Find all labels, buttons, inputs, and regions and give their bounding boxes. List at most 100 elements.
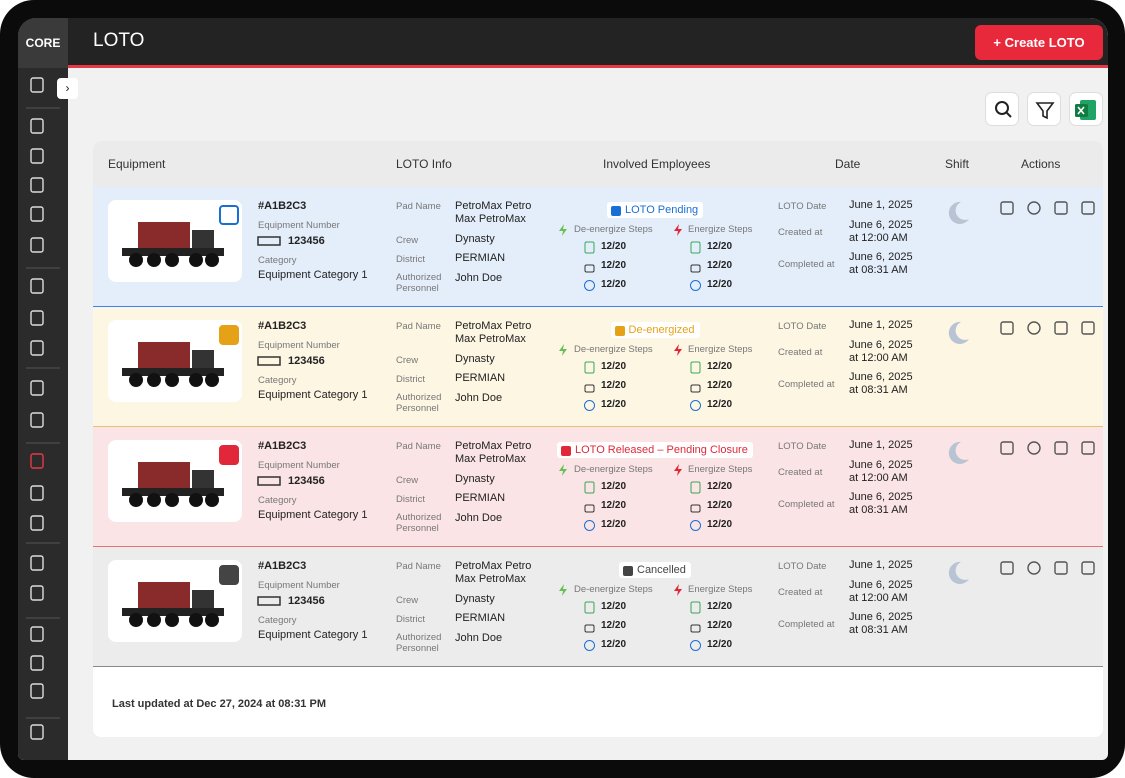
bolt-icon — [559, 464, 567, 476]
truck-icon-body — [257, 476, 281, 486]
action-icon[interactable] — [1026, 560, 1042, 576]
equipment-id: #A1B2C3 — [258, 200, 307, 212]
completed-at: June 6, 2025 at 08:31 AM — [849, 251, 913, 276]
action-icon[interactable] — [1026, 200, 1042, 216]
column-header: Date — [835, 157, 861, 171]
step-icon — [584, 640, 595, 651]
truck-wheel — [189, 373, 203, 387]
crew: Dynasty — [455, 233, 495, 245]
truck-wheel — [129, 373, 143, 387]
truck-chassis — [122, 608, 224, 616]
label: Energize Steps — [688, 464, 753, 475]
nav-icon — [30, 724, 44, 740]
action-icon[interactable] — [999, 560, 1015, 576]
bolt — [559, 464, 567, 476]
equipment-id: #A1B2C3 — [258, 560, 307, 572]
step-icon-shape — [690, 640, 701, 651]
truck-wheel — [129, 613, 143, 627]
equipment-image — [108, 560, 242, 642]
truck-wheel — [205, 373, 219, 387]
label: Crew — [396, 475, 419, 486]
step-icon — [584, 361, 595, 374]
excel-button[interactable] — [1069, 92, 1103, 126]
label: Energize Steps — [688, 344, 753, 355]
step-icon-shape — [690, 361, 701, 374]
step-icon-shape — [690, 280, 701, 291]
status-icon-box — [219, 205, 239, 225]
label: De-energize Steps — [574, 224, 653, 235]
bolt-icon — [559, 344, 567, 356]
nav-icon — [30, 310, 44, 326]
label: Category — [258, 255, 297, 266]
label: Completed at — [778, 619, 835, 630]
action-icon[interactable] — [1080, 320, 1096, 336]
action-icon[interactable] — [1026, 320, 1042, 336]
action-shape — [1027, 441, 1041, 455]
nav-icon — [30, 177, 44, 193]
nav-icon — [30, 655, 44, 671]
truck-wheel — [189, 253, 203, 267]
truck-icon-body — [257, 596, 281, 606]
sidebar — [18, 18, 68, 760]
step-count: 12/20 — [601, 260, 627, 271]
truck-wheel — [129, 253, 143, 267]
created-at: June 6, 2025 at 12:00 AM — [849, 339, 913, 364]
page-title: LOTO — [93, 30, 145, 51]
step-icon — [690, 264, 701, 273]
loto-date: June 1, 2025 — [849, 199, 913, 211]
label: Category — [258, 495, 297, 506]
action-icon[interactable] — [1053, 200, 1069, 216]
status-badge: LOTO Released – Pending Closure — [557, 442, 753, 458]
screen: CORE LOTO + Create LOTO › Equipment LOTO … — [18, 18, 1108, 760]
equipment-number: 123456 — [288, 595, 325, 607]
action-shape — [1000, 321, 1014, 335]
sidebar-toggle[interactable]: › — [57, 78, 78, 99]
filter-button[interactable] — [1027, 92, 1061, 126]
nav-icon — [30, 278, 44, 294]
action-icon[interactable] — [1080, 560, 1096, 576]
truck-illustration — [122, 582, 224, 627]
pad-name: PetroMax Petro Max PetroMax — [455, 320, 532, 345]
action-icon[interactable] — [999, 200, 1015, 216]
action-icon[interactable] — [1053, 320, 1069, 336]
truck-icon-body — [257, 356, 281, 366]
step-count: 12/20 — [707, 519, 733, 530]
step-icon-shape — [690, 241, 701, 254]
truck-wheel — [165, 493, 179, 507]
bolt-icon — [674, 224, 682, 236]
action-icon[interactable] — [1053, 560, 1069, 576]
truck-icon-body — [257, 236, 281, 246]
action-icon[interactable] — [1080, 200, 1096, 216]
step-count: 12/20 — [601, 519, 627, 530]
create-button[interactable]: + Create LOTO — [975, 25, 1103, 60]
step-icon — [584, 504, 595, 513]
table-row: #A1B2C3 Equipment Number 123456 Category Equ… — [93, 427, 1103, 547]
truck-chassis — [122, 248, 224, 256]
action-icon[interactable] — [1026, 440, 1042, 456]
action-icon[interactable] — [999, 440, 1015, 456]
authorized-personnel: John Doe — [455, 272, 503, 284]
label: Crew — [396, 235, 419, 246]
step-icon-shape — [690, 384, 701, 393]
district: PERMIAN — [455, 372, 506, 384]
label: Completed at — [778, 259, 835, 270]
step-icon-shape — [690, 264, 701, 273]
action-icon[interactable] — [1080, 440, 1096, 456]
search-button[interactable] — [985, 92, 1019, 126]
nav-icon — [30, 515, 44, 531]
equipment-category: Equipment Category 1 — [258, 269, 368, 281]
step-icon — [690, 520, 701, 531]
action-shape — [1054, 321, 1068, 335]
truck-wheel — [147, 613, 161, 627]
step-icon-shape — [690, 624, 701, 633]
bolt-icon — [674, 584, 682, 596]
label: Energize Steps — [688, 224, 753, 235]
action-icon[interactable] — [999, 320, 1015, 336]
action-icon[interactable] — [1053, 440, 1069, 456]
action-shape — [1081, 561, 1095, 575]
step-icon — [584, 241, 595, 254]
bolt-icon — [674, 464, 682, 476]
loto-date: June 1, 2025 — [849, 559, 913, 571]
bolt-icon — [559, 584, 567, 596]
